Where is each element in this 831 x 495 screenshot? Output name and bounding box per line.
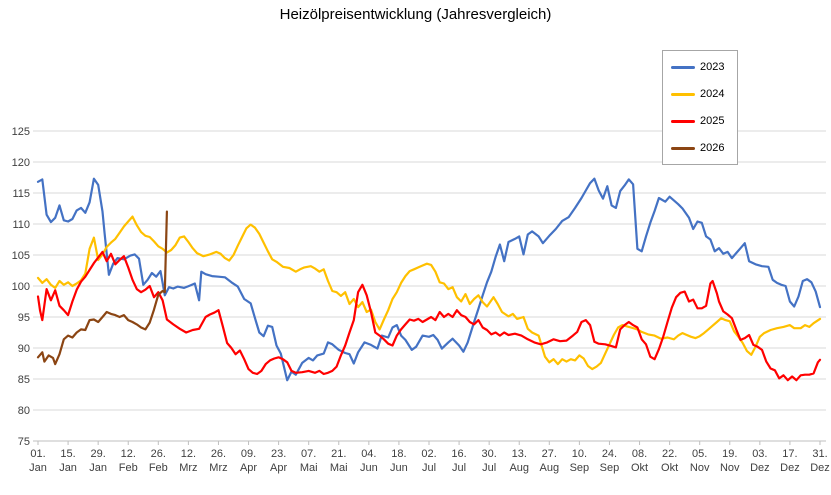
- legend-line-swatch-2026: [671, 146, 695, 150]
- x-axis-tick-label: 29. Jan: [89, 448, 107, 474]
- legend-label: 2025: [700, 115, 725, 127]
- y-axis-tick-label: 75: [18, 436, 30, 448]
- x-axis-tick-label: 12. Mrz: [179, 448, 197, 474]
- x-axis-tick-label: 27. Aug: [540, 448, 560, 474]
- legend: 2023 2024 2025 2026: [662, 50, 738, 165]
- y-axis-tick-label: 120: [12, 157, 30, 169]
- y-axis-tick-label: 105: [12, 250, 30, 262]
- x-axis-tick-label: 30. Jul: [482, 448, 497, 474]
- x-axis-tick-label: 23. Apr: [270, 448, 287, 474]
- x-axis-tick-label: 04. Jun: [360, 448, 378, 474]
- x-axis-tick-label: 24. Sep: [600, 448, 620, 474]
- legend-label: 2026: [700, 142, 725, 154]
- x-axis-tick-label: 22. Okt: [661, 448, 678, 474]
- x-axis-tick-label: 13. Aug: [509, 448, 529, 474]
- series-line-2024: [36, 215, 822, 371]
- legend-label: 2024: [700, 88, 725, 100]
- x-axis-tick-label: 31. Dez: [810, 448, 830, 474]
- y-axis-tick-label: 90: [18, 343, 30, 355]
- x-axis-tick-label: 10. Sep: [570, 448, 590, 474]
- y-axis-tick-label: 85: [18, 374, 30, 386]
- legend-label: 2023: [700, 61, 725, 73]
- x-axis-tick-label: 01. Jan: [29, 448, 47, 474]
- y-axis-tick-label: 115: [12, 188, 30, 200]
- legend-item-2026: 2026: [671, 141, 729, 155]
- legend-item-2024: 2024: [671, 87, 729, 101]
- x-axis-tick-label: 09. Apr: [240, 448, 257, 474]
- x-axis-tick-label: 07. Mai: [300, 448, 318, 474]
- y-axis-tick-label: 80: [18, 405, 30, 417]
- chart-title: Heizölpreisentwicklung (Jahresvergleich): [279, 6, 552, 23]
- x-axis-tick-label: 05. Nov: [690, 448, 710, 474]
- y-axis-tick-label: 100: [12, 281, 30, 293]
- x-axis-tick-label: 17. Dez: [780, 448, 800, 474]
- legend-line-swatch-2023: [671, 65, 695, 69]
- x-axis-tick-label: 21. Mai: [330, 448, 348, 474]
- legend-line-swatch-2024: [671, 92, 695, 96]
- legend-item-2023: 2023: [671, 60, 729, 74]
- x-axis-tick-label: 18. Jun: [390, 448, 408, 474]
- y-axis-tick-label: 95: [18, 312, 30, 324]
- x-axis-tick-label: 26. Mrz: [209, 448, 227, 474]
- series-line-2023: [36, 177, 822, 382]
- y-axis-tick-label: 110: [12, 219, 30, 231]
- x-axis-tick-label: 02. Jul: [421, 448, 436, 474]
- legend-item-2025: 2025: [671, 114, 729, 128]
- series-line-2026: [36, 210, 168, 366]
- x-axis-tick-label: 03. Dez: [750, 448, 770, 474]
- x-axis-tick-label: 19. Nov: [720, 448, 740, 474]
- x-axis-tick-label: 12. Feb: [119, 448, 138, 474]
- x-axis-tick-label: 08. Okt: [631, 448, 648, 474]
- x-axis-tick-label: 16. Jul: [451, 448, 466, 474]
- x-axis-tick-label: 15. Jan: [59, 448, 77, 474]
- x-axis-tick-label: 26. Feb: [149, 448, 168, 474]
- legend-line-swatch-2025: [671, 119, 695, 123]
- y-axis-tick-label: 125: [12, 126, 30, 138]
- series-line-2025: [36, 250, 822, 382]
